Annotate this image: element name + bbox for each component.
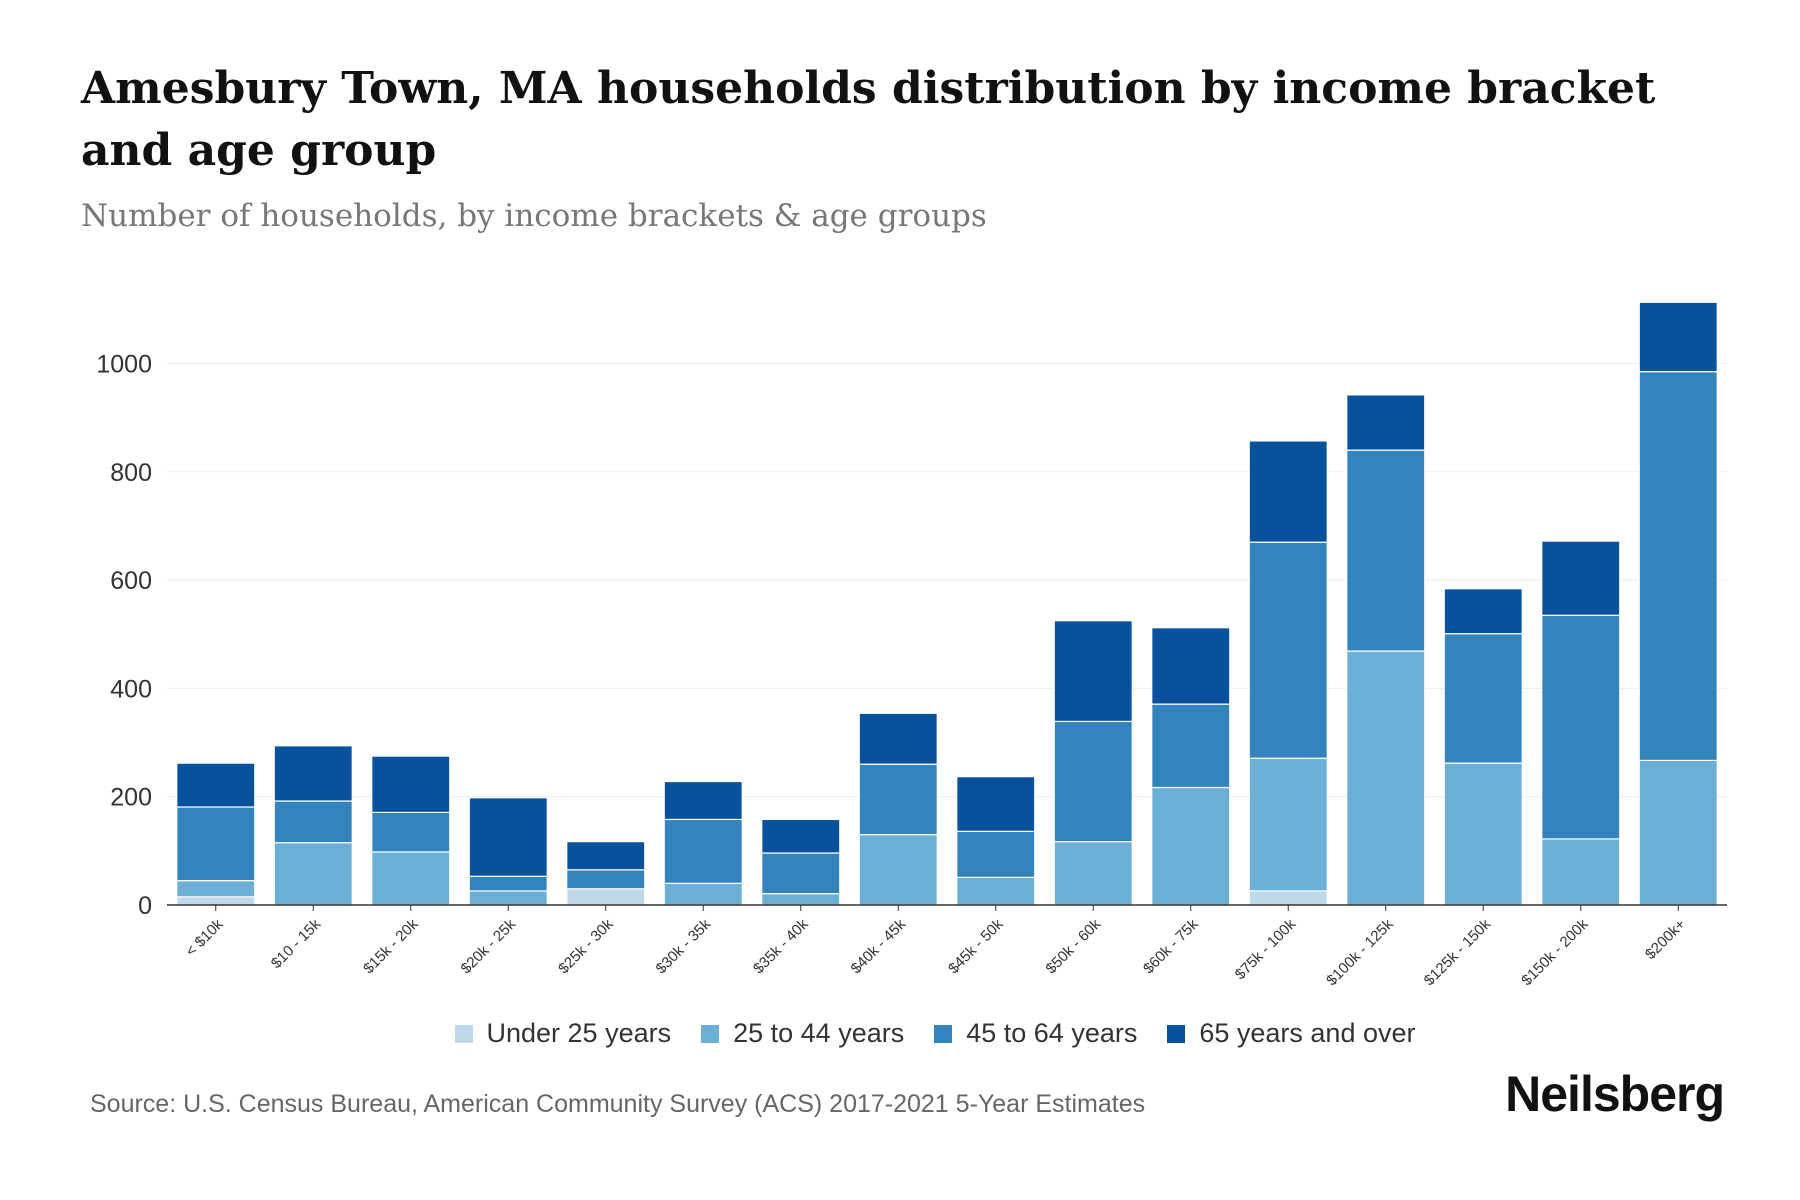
bar-segment-25-to-44-years	[371, 851, 451, 906]
x-tick-label: $45k - 50k	[945, 915, 1007, 977]
legend-label: Under 25 years	[486, 1018, 672, 1048]
bar-segment-25-to-44-years	[1053, 841, 1133, 906]
bar-segment-25-to-44-years	[273, 842, 353, 906]
legend-swatch	[454, 1024, 473, 1043]
legend-item: 25 to 44 years	[701, 1018, 904, 1049]
x-tick-label: $40k - 45k	[848, 915, 910, 977]
bar-segment-45-to-64-years	[566, 869, 646, 890]
y-tick-label: 400	[110, 675, 152, 703]
chart-title: Amesbury Town, MA households distributio…	[81, 63, 1656, 176]
bar-segment-25-to-44-years	[761, 893, 841, 906]
bar-segment-65-years-and-over	[663, 780, 743, 821]
bar-segment-45-to-64-years	[1248, 541, 1328, 759]
x-tick-label: $10 - 15k	[268, 915, 325, 972]
bar-segment-65-years-and-over	[371, 755, 451, 814]
bar-segment-45-to-64-years	[371, 811, 451, 853]
bar-segment-under-25-years	[176, 896, 256, 906]
legend-label: 45 to 64 years	[966, 1018, 1138, 1048]
bar-segment-25-to-44-years	[1638, 759, 1718, 906]
y-tick-label: 200	[110, 784, 152, 812]
legend: Under 25 years 25 to 44 years 45 to 64 yea…	[0, 1018, 1800, 1049]
legend-swatch	[934, 1024, 953, 1043]
x-tick-label: $200k+	[1642, 916, 1689, 963]
x-tick-label: < $10k	[182, 915, 227, 960]
bar-segment-25-to-44-years	[1443, 762, 1523, 906]
source-note: Source: U.S. Census Bureau, American Com…	[90, 1090, 1146, 1118]
bar-segment-45-to-64-years	[1541, 614, 1621, 840]
bar-segment-65-years-and-over	[566, 841, 646, 871]
x-tick-label: $100k - 125k	[1323, 915, 1397, 989]
bar-segment-45-to-64-years	[1638, 371, 1718, 762]
legend-label: 25 to 44 years	[733, 1018, 905, 1048]
bar-segment-65-years-and-over	[1443, 588, 1523, 635]
bar-segment-65-years-and-over	[1638, 301, 1718, 373]
bar-segment-45-to-64-years	[663, 818, 743, 884]
neilsberg-logo: Neilsberg	[1505, 1066, 1725, 1122]
legend-swatch	[701, 1024, 720, 1043]
legend-item: Under 25 years	[454, 1018, 672, 1049]
legend-item: 65 years and over	[1167, 1018, 1416, 1049]
y-tick-label: 800	[110, 459, 152, 487]
y-tick-label: 0	[138, 892, 152, 920]
legend-swatch	[1167, 1024, 1186, 1043]
y-tick-label: 600	[110, 567, 152, 595]
x-tick-label: $150k - 200k	[1518, 915, 1592, 989]
bar-segment-25-to-44-years	[663, 882, 743, 906]
x-tick-label: $125k - 150k	[1421, 915, 1495, 989]
bar-segment-25-to-44-years	[468, 890, 548, 906]
bar-segment-65-years-and-over	[1053, 620, 1133, 723]
legend-label: 65 years and over	[1199, 1018, 1416, 1048]
bar-segment-45-to-64-years	[858, 763, 938, 836]
bar-segment-25-to-44-years	[176, 880, 256, 898]
stacked-bar-chart: 0 200 400 600 800 1000 < $10k $10 - 15k $15k - 2…	[96, 301, 1727, 989]
bar-segment-65-years-and-over	[761, 818, 841, 854]
bar-segment-45-to-64-years	[1151, 703, 1231, 789]
bar-segment-under-25-years	[566, 888, 646, 906]
chart-subtitle: Number of households, by income brackets…	[81, 198, 987, 234]
bar-segment-45-to-64-years	[956, 830, 1036, 878]
bar-segment-65-years-and-over	[1541, 540, 1621, 616]
x-tick-label: $60k - 75k	[1140, 915, 1202, 977]
x-tick-label: $30k - 35k	[653, 915, 715, 977]
x-tick-label: $75k - 100k	[1232, 915, 1300, 983]
bar-segment-45-to-64-years	[1346, 449, 1426, 652]
bar-segment-65-years-and-over	[858, 712, 938, 765]
bar-segment-25-to-44-years	[1151, 786, 1231, 906]
x-tick-label: $25k - 30k	[555, 915, 617, 977]
bar-segment-45-to-64-years	[176, 806, 256, 882]
bar-segment-65-years-and-over	[956, 776, 1036, 832]
bar-segment-45-to-64-years	[468, 875, 548, 892]
bar-segment-45-to-64-years	[1053, 720, 1133, 843]
y-tick-label: 1000	[96, 351, 152, 379]
bar-segment-65-years-and-over	[468, 797, 548, 877]
bar-segment-25-to-44-years	[1541, 838, 1621, 906]
bar-segment-65-years-and-over	[273, 745, 353, 802]
bar-segment-45-to-64-years	[1443, 633, 1523, 764]
bar-segment-45-to-64-years	[273, 800, 353, 844]
bar-segment-25-to-44-years	[1248, 757, 1328, 892]
bar-segment-65-years-and-over	[1248, 440, 1328, 543]
bar-segment-65-years-and-over	[1346, 394, 1426, 451]
bar-segment-45-to-64-years	[761, 852, 841, 895]
bar-segment-25-to-44-years	[1346, 650, 1426, 906]
bar-segment-25-to-44-years	[956, 876, 1036, 906]
bar-segment-under-25-years	[1248, 890, 1328, 906]
legend-item: 45 to 64 years	[934, 1018, 1137, 1049]
x-tick-label: $35k - 40k	[750, 915, 812, 977]
bar-segment-25-to-44-years	[858, 834, 938, 906]
x-tick-label: $15k - 20k	[360, 915, 422, 977]
bar-segment-65-years-and-over	[176, 762, 256, 808]
bar-segment-65-years-and-over	[1151, 627, 1231, 705]
x-tick-label: $50k - 60k	[1043, 915, 1105, 977]
x-tick-label: $20k - 25k	[458, 915, 520, 977]
